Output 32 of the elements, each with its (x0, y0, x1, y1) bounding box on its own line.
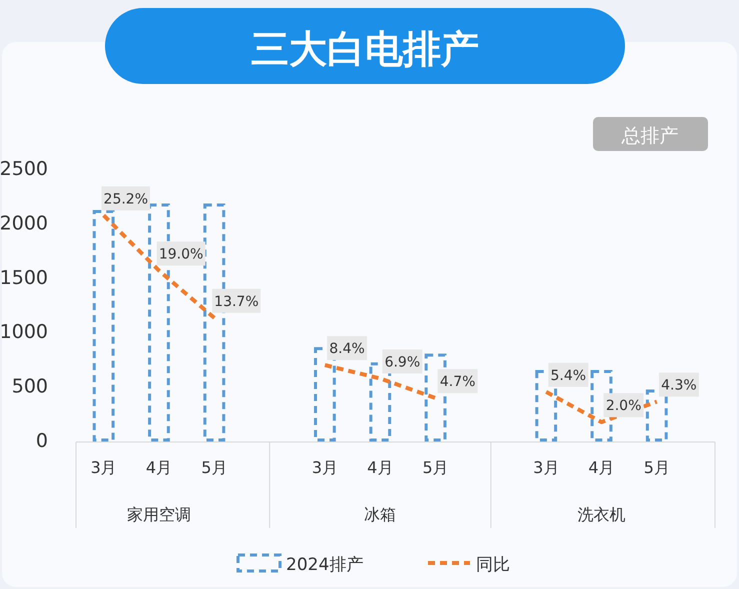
y-tick-label: 2500 (0, 158, 48, 180)
legend-label: 同比 (476, 555, 510, 575)
text: 总排产 (620, 125, 678, 147)
data-label: 6.9% (384, 354, 420, 370)
y-tick-label: 0 (36, 430, 48, 452)
data-label: 19.0% (158, 246, 204, 263)
x-tick-label: 5月 (644, 458, 670, 477)
text: 洗衣机 (577, 505, 626, 524)
data-label: 13.7% (214, 294, 259, 310)
x-tick-label: 3月 (90, 458, 117, 477)
y-tick-label: 1000 (0, 321, 48, 344)
x-tick-label: 4月 (367, 458, 394, 477)
data-label: 5.4% (550, 368, 586, 384)
data-label: 25.2% (104, 191, 148, 208)
x-tick-label: 4月 (146, 458, 172, 477)
x-tick-label: 3月 (533, 458, 560, 477)
x-tick-label: 5月 (422, 458, 449, 477)
data-label: 2.0% (606, 398, 642, 414)
text: 冰箱 (364, 505, 396, 524)
x-tick-label: 4月 (588, 458, 615, 477)
y-tick-label: 500 (12, 376, 48, 398)
y-tick-label: 1500 (0, 266, 48, 289)
x-tick-label: 5月 (201, 458, 228, 477)
y-tick-label: 2000 (0, 212, 48, 234)
bar (646, 390, 668, 442)
x-tick-label: 3月 (312, 458, 338, 477)
chart-title: 三大白电排产 (251, 27, 479, 71)
text: 家用空调 (126, 505, 191, 524)
data-label: 4.7% (440, 374, 476, 390)
legend-label: 2024排产 (286, 555, 364, 575)
data-label: 8.4% (329, 341, 365, 358)
data-label: 4.3% (661, 378, 697, 394)
